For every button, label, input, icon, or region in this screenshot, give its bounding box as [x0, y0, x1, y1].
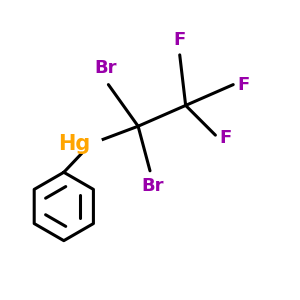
Text: Br: Br [142, 177, 164, 195]
Text: F: F [238, 76, 250, 94]
Text: Hg: Hg [58, 134, 91, 154]
Circle shape [79, 133, 102, 155]
Text: F: F [174, 31, 186, 49]
Text: F: F [220, 129, 232, 147]
Text: Br: Br [94, 59, 117, 77]
